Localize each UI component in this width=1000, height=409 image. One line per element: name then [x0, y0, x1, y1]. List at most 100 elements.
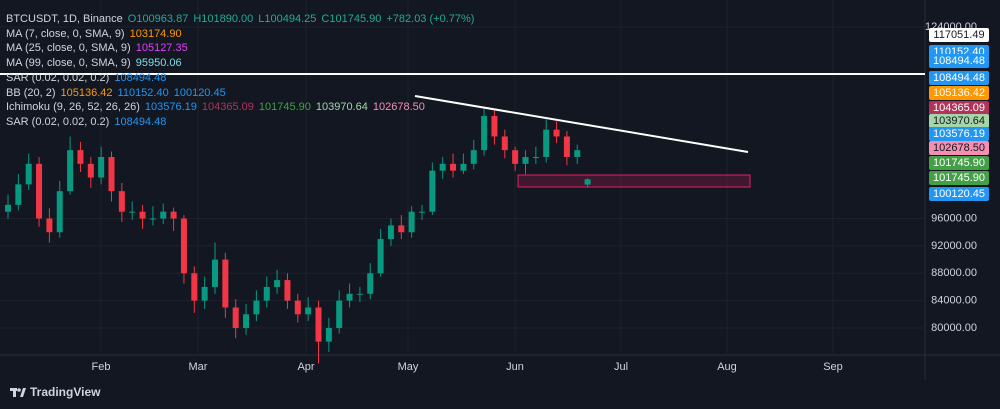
- candle-body: [212, 259, 218, 287]
- candle-body: [263, 286, 270, 301]
- candle-body: [294, 300, 301, 315]
- price-tag-label: 101745.90: [933, 172, 985, 184]
- candle-body: [160, 211, 167, 219]
- candle-body: [222, 259, 229, 308]
- candle-body: [387, 225, 394, 240]
- indicator-value: 105136.42: [60, 86, 113, 99]
- legend: BTCUSDT, 1D, Binance O100963.87 H101890.00…: [6, 12, 479, 130]
- price-tag-label: 104365.09: [933, 102, 985, 114]
- candle-body: [367, 273, 374, 294]
- y-tick-label: 84000.00: [931, 295, 977, 307]
- candle-body: [108, 156, 115, 192]
- legend-row: MA (7, close, 0, SMA, 9) 103174.90: [6, 27, 479, 42]
- price-tag-label: 101745.90: [933, 157, 985, 169]
- indicator-value: 108494.48: [114, 71, 167, 84]
- candle-body: [180, 218, 187, 274]
- candle-body: [232, 307, 239, 328]
- candle-body: [139, 211, 146, 219]
- candle-body: [315, 307, 322, 342]
- candle-body: [56, 191, 63, 233]
- indicator-value: 110152.40: [117, 86, 169, 99]
- y-tick-label: 80000.00: [931, 322, 977, 334]
- indicator-value: 108494.48: [114, 115, 167, 128]
- indicator-value: 103970.64: [315, 101, 368, 114]
- indicator-value: 104365.09: [201, 101, 254, 114]
- candle-body: [336, 300, 343, 328]
- candle-body: [512, 150, 519, 164]
- price-tag-label: 102678.50: [933, 142, 985, 154]
- candle-body: [274, 280, 281, 287]
- candle-body: [5, 204, 11, 212]
- candle-body: [25, 163, 32, 185]
- price-tag: [929, 156, 989, 170]
- y-tick-label: 124000.00: [925, 21, 977, 33]
- candle-body: [419, 211, 425, 213]
- candle-body: [377, 239, 384, 274]
- indicator-name: Ichimoku (9, 26, 52, 26, 26): [6, 101, 140, 114]
- price-tag-label: 100120.45: [933, 188, 985, 200]
- indicator-value: 95950.06: [135, 57, 182, 70]
- candle-body: [67, 150, 74, 192]
- price-tag: [929, 141, 989, 155]
- legend-row: BTCUSDT, 1D, Binance O100963.87 H101890.00…: [6, 12, 479, 27]
- brand: TradingView: [30, 385, 101, 399]
- indicator-name: SAR (0.02, 0.02, 0.2): [6, 71, 110, 84]
- candle-body: [191, 273, 198, 301]
- price-tag: [929, 101, 989, 115]
- candle-body: [460, 163, 467, 171]
- price-tag: [929, 114, 989, 128]
- candle-body: [243, 314, 250, 328]
- indicator-value: 103174.90: [129, 27, 182, 40]
- y-tick-label: 96000.00: [931, 212, 977, 224]
- candle-body: [574, 150, 581, 157]
- x-tick-label: Jun: [506, 361, 524, 373]
- price-tag-label: 105136.42: [933, 87, 985, 99]
- candle-body: [439, 163, 446, 171]
- price-tag: [929, 86, 989, 100]
- y-tick-label: 92000.00: [931, 240, 977, 252]
- price-tag: [929, 187, 989, 201]
- candle-body: [305, 307, 312, 315]
- indicator-name: SAR (0.02, 0.02, 0.2): [6, 115, 110, 128]
- price-tag-label: 117051.49: [933, 29, 984, 41]
- indicator-value: 100120.45: [173, 86, 226, 99]
- candle-body: [149, 218, 156, 220]
- indicator-name: BB (20, 2): [6, 86, 56, 99]
- indicator-value: 103576.19: [144, 101, 197, 114]
- candle-body: [201, 286, 208, 301]
- x-tick-label: Feb: [92, 361, 111, 373]
- indicator-name: MA (25, close, 0, SMA, 9): [6, 42, 131, 55]
- trend-line: [414, 95, 749, 153]
- x-tick-label: Sep: [823, 361, 843, 373]
- candle-body: [450, 163, 457, 171]
- candle-body: [584, 179, 591, 185]
- price-tag-label: 108494.48: [933, 55, 985, 67]
- candle-body: [553, 129, 560, 137]
- legend-row: SAR (0.02, 0.02, 0.2) 108494.48: [6, 71, 479, 86]
- candle-body: [501, 136, 508, 151]
- x-tick-label: Apr: [297, 361, 314, 373]
- candle-body: [253, 300, 260, 315]
- ohlc-value: O100963.87: [127, 13, 189, 25]
- candle-body: [46, 218, 53, 233]
- y-tick-label: 88000.00: [931, 267, 977, 279]
- ohlc-value: L100494.25: [258, 13, 317, 25]
- x-tick-label: Jul: [614, 361, 628, 373]
- x-tick-label: Mar: [189, 361, 208, 373]
- candle-body: [470, 150, 477, 164]
- symbol: BTCUSDT, 1D, Binance: [6, 13, 123, 25]
- x-tick-label: Aug: [717, 361, 737, 373]
- candle-body: [408, 211, 415, 233]
- ohlc-value: H101890.00: [193, 13, 254, 25]
- candle-body: [429, 170, 436, 212]
- candle-body: [129, 211, 136, 213]
- x-tick-label: May: [398, 361, 419, 373]
- legend-row: Ichimoku (9, 26, 52, 26, 26) 103576.19 104…: [6, 100, 479, 115]
- legend-row: BB (20, 2) 105136.42 110152.40 100120.45: [6, 86, 479, 101]
- footer: TradingView: [10, 385, 100, 399]
- price-tag-label: 103970.64: [933, 115, 985, 127]
- candle-body: [481, 115, 488, 151]
- legend-row: MA (99, close, 0, SMA, 9) 95950.06: [6, 56, 479, 71]
